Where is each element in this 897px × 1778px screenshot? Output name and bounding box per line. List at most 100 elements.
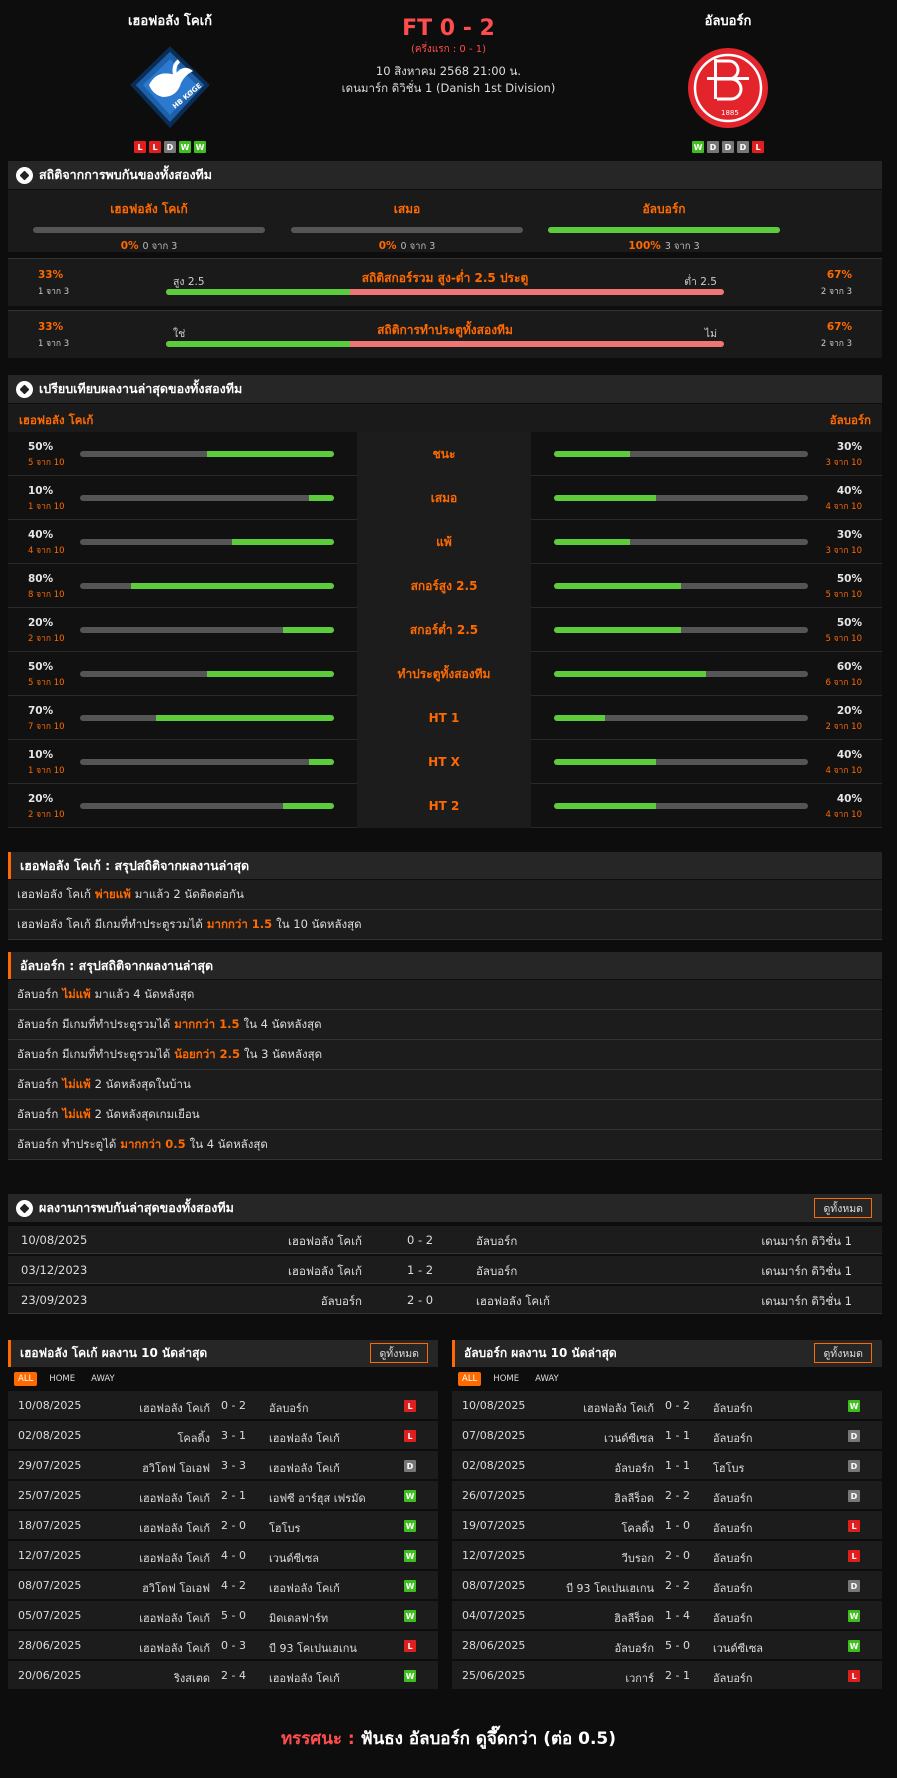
- right-label: ไม่: [704, 328, 717, 340]
- match-row[interactable]: 10/08/2025 เฮอฟอลัง โคเก้ 0 - 2 อัลบอร์ก L: [8, 1391, 438, 1421]
- away-count: 4 จาก 10: [825, 502, 862, 512]
- compare-metric-label: สกอร์สูง 2.5: [357, 564, 531, 608]
- match-score: 2 - 0: [665, 1549, 690, 1562]
- summary-row: อัลบอร์ก มีเกมที่ทำประตูรวมได้ มากกว่า 1.…: [8, 1010, 882, 1040]
- home-team: เวการ์: [625, 1672, 654, 1685]
- league: เดนมาร์ก ดิวิชั่น 1: [761, 1234, 852, 1248]
- match-date: 02/08/2025: [18, 1429, 82, 1442]
- result-badge: W: [404, 1520, 416, 1532]
- home-bar-fill: [207, 671, 334, 677]
- match-row[interactable]: 12/07/2025 วีบรอก 2 - 0 อัลบอร์ก L: [452, 1541, 882, 1571]
- home-bar-fill: [156, 715, 334, 721]
- form-result-badge: D: [707, 141, 719, 153]
- view-all-button[interactable]: ดูทั้งหมด: [814, 1343, 872, 1363]
- match-row[interactable]: 26/07/2025 ฮิลลีร็อด 2 - 2 อัลบอร์ก D: [452, 1481, 882, 1511]
- away-team-name: อัลบอร์ก: [704, 14, 752, 29]
- verdict-text: ฟันธง อัลบอร์ก ดูจึ๊ดกว่า (ต่อ 0.5): [360, 1729, 617, 1749]
- result-badge: D: [848, 1460, 860, 1472]
- result-row[interactable]: 23/09/2023 อัลบอร์ก 2 - 0 เฮอฟอลัง โคเก้ เดน…: [8, 1286, 882, 1314]
- right-count: 2 จาก 3: [820, 339, 852, 349]
- match-row[interactable]: 08/07/2025 บี 93 โคเปนเฮเกน 2 - 2 อัลบอร์ก D: [452, 1571, 882, 1601]
- away-count: 3 จาก 10: [825, 546, 862, 556]
- league-name: เดนมาร์ก ดิวิชั่น 1 (Danish 1st Division…: [341, 81, 556, 95]
- away-bar-fill: [554, 495, 656, 501]
- match-row[interactable]: 08/07/2025 ฮวิโดฟ โอเอฟ 4 - 2 เฮอฟอลัง โคเก…: [8, 1571, 438, 1601]
- result-badge: D: [848, 1490, 860, 1502]
- home-team: ฮิลลีร็อด: [614, 1492, 654, 1505]
- match-row[interactable]: 02/08/2025 โคลดิ้ง 3 - 1 เฮอฟอลัง โคเก้ L: [8, 1421, 438, 1451]
- match-row[interactable]: 25/07/2025 เฮอฟอลัง โคเก้ 2 - 1 เอฟซี อาร์ฮ…: [8, 1481, 438, 1511]
- home-bar-fill: [308, 759, 334, 765]
- away-last10-list: 10/08/2025 เฮอฟอลัง โคเก้ 0 - 2 อัลบอร์ก W 07…: [452, 1391, 882, 1691]
- match-score: 0 - 3: [221, 1639, 246, 1652]
- compare-row: 10% 1 จาก 10 เสมอ 40% 4 จาก 10: [8, 476, 882, 520]
- split-bar-fill: [166, 289, 351, 295]
- away-summary-header: อัลบอร์ก : สรุปสถิติจากผลงานล่าสุด: [8, 952, 882, 979]
- match-row[interactable]: 12/07/2025 เฮอฟอลัง โคเก้ 4 - 0 เวนด์ซีเซล W: [8, 1541, 438, 1571]
- compare-row: 20% 2 จาก 10 HT 2 40% 4 จาก 10: [8, 784, 882, 828]
- match-date: 10/08/2025: [18, 1399, 82, 1412]
- right-percent: 67%: [826, 269, 852, 281]
- summary-text: อัลบอร์ก: [17, 1106, 59, 1121]
- match-date: 10/08/2025: [21, 1233, 88, 1247]
- away-percent: 40%: [836, 485, 862, 497]
- tab-home[interactable]: HOME: [49, 1374, 76, 1384]
- match-score: 0 - 2: [221, 1399, 246, 1412]
- match-row[interactable]: 10/08/2025 เฮอฟอลัง โคเก้ 0 - 2 อัลบอร์ก W: [452, 1391, 882, 1421]
- match-row[interactable]: 04/07/2025 ฮิลลีร็อด 1 - 4 อัลบอร์ก W: [452, 1601, 882, 1631]
- view-all-button[interactable]: ดูทั้งหมด: [370, 1343, 428, 1363]
- away-team: เวนด์ซีเซล: [269, 1552, 320, 1565]
- tab-away[interactable]: AWAY: [91, 1374, 115, 1384]
- home-value: 10% 1 จาก 10: [28, 485, 65, 513]
- away-bar-fill: [554, 539, 631, 545]
- result-row[interactable]: 10/08/2025 เฮอฟอลัง โคเก้ 0 - 2 อัลบอร์ก เดน…: [8, 1226, 882, 1254]
- away-team: อัลบอร์ก: [713, 1492, 753, 1505]
- summary-text: มาแล้ว 2 นัดติดต่อกัน: [134, 886, 244, 901]
- match-row[interactable]: 02/08/2025 อัลบอร์ก 1 - 1 โฮโบร D: [452, 1451, 882, 1481]
- right-stat: 67% 2 จาก 3: [821, 321, 852, 350]
- match-row[interactable]: 20/06/2025 ริงสเตด 2 - 4 เฮอฟอลัง โคเก้ W: [8, 1661, 438, 1691]
- compare-metric-label: สกอร์ต่ำ 2.5: [357, 608, 531, 652]
- tab-away[interactable]: AWAY: [535, 1374, 559, 1384]
- match-date: 04/07/2025: [462, 1609, 526, 1622]
- away-team: อัลบอร์ก: [713, 1432, 753, 1445]
- match-row[interactable]: 07/08/2025 เวนด์ซีเซล 1 - 1 อัลบอร์ก D: [452, 1421, 882, 1451]
- tab-all[interactable]: ALL: [14, 1372, 38, 1386]
- match-date: 02/08/2025: [462, 1459, 526, 1472]
- tab-home[interactable]: HOME: [493, 1374, 520, 1384]
- view-all-button[interactable]: ดูทั้งหมด: [814, 1198, 872, 1218]
- summary-row: อัลบอร์ก ไม่แพ้ 2 นัดหลังสุดเกมเยือน: [8, 1100, 882, 1130]
- compare-team-labels: เฮอฟอลัง โคเก้ อัลบอร์ก: [8, 404, 882, 432]
- away-percent: 40%: [836, 793, 862, 805]
- outcome-count: 0 จาก 3: [142, 241, 178, 252]
- match-row[interactable]: 05/07/2025 เฮอฟอลัง โคเก้ 5 - 0 มิดเดลฟาร์ท…: [8, 1601, 438, 1631]
- result-row[interactable]: 03/12/2023 เฮอฟอลัง โคเก้ 1 - 2 อัลบอร์ก เดน…: [8, 1256, 882, 1284]
- tab-all[interactable]: ALL: [458, 1372, 482, 1386]
- match-row[interactable]: 18/07/2025 เฮอฟอลัง โคเก้ 2 - 0 โฮโบร W: [8, 1511, 438, 1541]
- summary-row: อัลบอร์ก ไม่แพ้ มาแล้ว 4 นัดหลังสุด: [8, 980, 882, 1010]
- match-row[interactable]: 29/07/2025 ฮวิโดฟ โอเอฟ 3 - 3 เฮอฟอลัง โคเก…: [8, 1451, 438, 1481]
- match-row[interactable]: 28/06/2025 เฮอฟอลัง โคเก้ 0 - 3 บี 93 โคเปน…: [8, 1631, 438, 1661]
- away-logo-text: 1885: [721, 109, 739, 117]
- stat-title: สถิติสกอร์รวม สูง-ต่ำ 2.5 ประตู: [361, 271, 529, 285]
- recent-form-compare-header: เปรียบเทียบผลงานล่าสุดของทั้งสองทีม: [8, 375, 882, 403]
- result-badge: L: [848, 1670, 860, 1682]
- result-badge: L: [848, 1550, 860, 1562]
- match-date: 28/06/2025: [462, 1639, 526, 1652]
- half-time-score: (ครึ่งแรก : 0 - 1): [410, 44, 487, 55]
- outcome-value: 0% 0 จาก 3: [291, 239, 523, 254]
- match-row[interactable]: 28/06/2025 อัลบอร์ก 5 - 0 เวนด์ซีเซล W: [452, 1631, 882, 1661]
- match-score: 4 - 2: [221, 1579, 246, 1592]
- home-team: ริงสเตด: [173, 1672, 210, 1685]
- home-value: 20% 2 จาก 10: [28, 617, 65, 645]
- away-team: อัลบอร์ก: [713, 1552, 753, 1565]
- match-row[interactable]: 19/07/2025 โคลดิ้ง 1 - 0 อัลบอร์ก L: [452, 1511, 882, 1541]
- away-team: อัลบอร์ก: [476, 1264, 518, 1278]
- match-row[interactable]: 25/06/2025 เวการ์ 2 - 1 อัลบอร์ก L: [452, 1661, 882, 1691]
- away-bar: [554, 803, 808, 809]
- result-badge: W: [404, 1610, 416, 1622]
- compare-metric-label: แพ้: [357, 520, 531, 564]
